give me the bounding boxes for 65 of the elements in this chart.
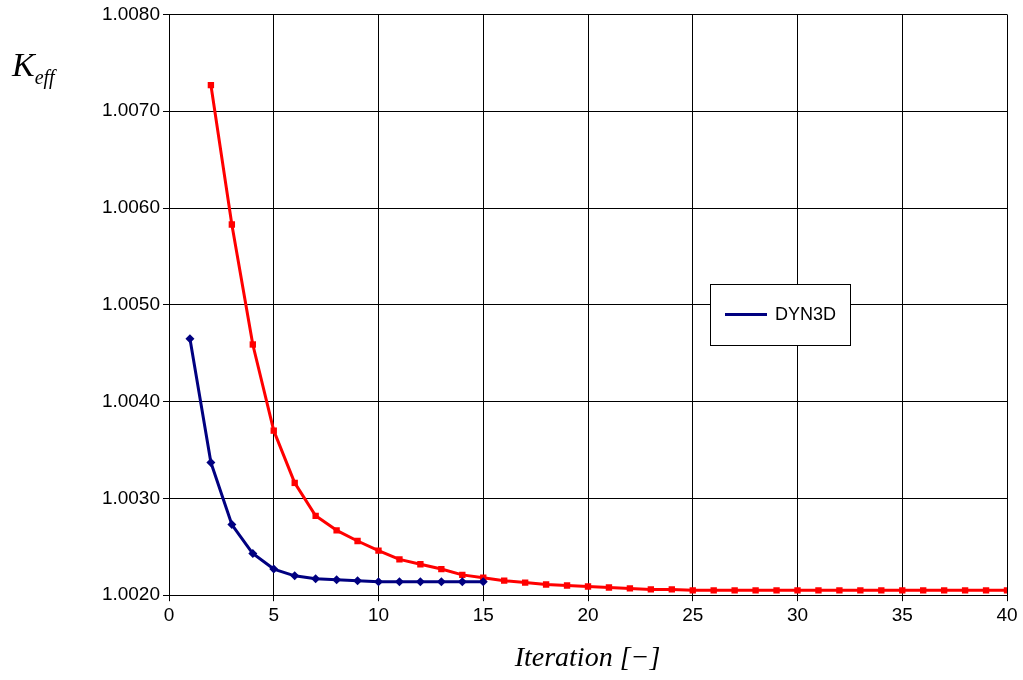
point xyxy=(417,561,424,568)
point xyxy=(857,587,864,594)
point xyxy=(605,584,613,591)
point xyxy=(794,587,801,594)
point xyxy=(249,341,256,348)
y-tick-label: 1.0040 xyxy=(101,389,160,411)
point xyxy=(478,577,488,587)
point xyxy=(731,587,738,594)
point xyxy=(354,537,361,545)
point xyxy=(312,512,319,520)
point xyxy=(752,587,759,594)
y-tick-label: 1.0020 xyxy=(101,583,160,605)
point xyxy=(710,587,717,594)
point xyxy=(206,458,216,468)
x-tick-label: 0 xyxy=(163,603,175,625)
x-tick-label: 20 xyxy=(577,603,599,625)
point xyxy=(457,577,467,587)
point xyxy=(940,587,948,594)
x-tick-label: 15 xyxy=(472,603,494,625)
point xyxy=(290,571,300,581)
x-tick-label: 35 xyxy=(891,603,913,625)
point xyxy=(878,587,885,594)
point xyxy=(332,575,342,585)
point xyxy=(584,583,592,590)
point xyxy=(228,221,236,228)
point xyxy=(542,581,550,588)
legend-label: DYN3D xyxy=(775,304,837,326)
y-tick-label: 1.0050 xyxy=(101,293,160,315)
point xyxy=(270,427,277,434)
point xyxy=(668,586,675,593)
x-tick-label: 5 xyxy=(268,603,280,625)
point xyxy=(374,577,383,587)
point xyxy=(248,549,258,559)
point xyxy=(836,587,843,594)
point xyxy=(521,579,529,586)
point xyxy=(920,587,927,594)
x-tick-label: 30 xyxy=(786,603,809,625)
point xyxy=(375,547,382,554)
y-tick-label: 1.0070 xyxy=(101,99,160,121)
point xyxy=(438,565,445,573)
y-tick-label: 1.0030 xyxy=(101,486,160,508)
point xyxy=(647,586,655,593)
point xyxy=(563,582,571,589)
point xyxy=(626,585,634,592)
point xyxy=(185,334,195,344)
point xyxy=(333,527,340,534)
x-tick-label: 40 xyxy=(996,603,1018,625)
point xyxy=(899,587,906,594)
point xyxy=(396,556,403,563)
point xyxy=(501,577,508,584)
point xyxy=(982,587,990,594)
point xyxy=(269,564,279,574)
x-tick-label: 25 xyxy=(682,603,704,625)
x-axis-title: Iteration [−] xyxy=(513,641,662,673)
point xyxy=(311,574,321,584)
y-tick-label: 1.0080 xyxy=(101,2,160,24)
point xyxy=(815,587,822,594)
y-axis-title: K$_{eff}$ xyxy=(12,46,55,89)
point xyxy=(773,587,780,594)
point xyxy=(961,587,969,594)
x-tick-label: 10 xyxy=(367,603,390,625)
point xyxy=(689,587,696,594)
point xyxy=(227,520,237,530)
point xyxy=(353,576,363,586)
y-tick-label: 1.0060 xyxy=(101,196,160,218)
